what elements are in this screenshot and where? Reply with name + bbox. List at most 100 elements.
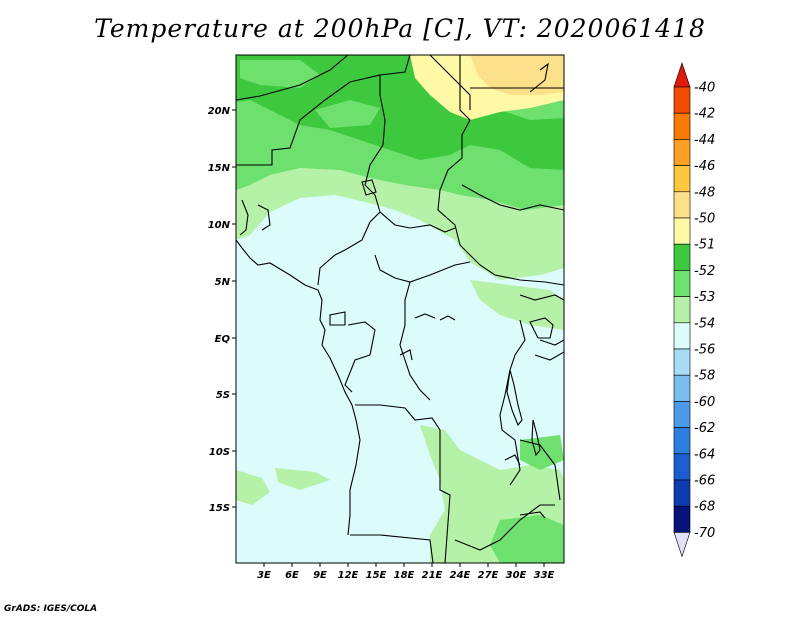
lake-malawi [531, 419, 541, 457]
river-5 [519, 511, 546, 519]
lake-tanganyika [506, 369, 523, 427]
field-light-green-east [470, 280, 564, 330]
border-23 [461, 184, 564, 211]
coastline-west-africa [236, 239, 361, 536]
river-2 [439, 315, 456, 321]
map-title: Temperature at 200hPa [C], VT: 202006141… [94, 14, 706, 43]
colorbar-bin [673, 479, 691, 507]
colorbar-level-label: -51 [694, 238, 715, 253]
colorbar-bin [673, 374, 691, 402]
border-15 [439, 430, 451, 563]
field-light-green-sw-1 [236, 470, 270, 505]
border-22 [519, 439, 561, 501]
colorbar-bin [673, 217, 691, 245]
border-1 [236, 74, 381, 166]
lon-label-30e: 30E [506, 570, 527, 581]
colorbar-level-label: -46 [694, 159, 715, 174]
border-20 [539, 339, 564, 346]
colorbar-level-label: -54 [694, 316, 715, 331]
latitude-axis: 20N 15N 10N 5N EQ 5S 10S 15S [208, 106, 236, 514]
colorbar-level-label: -44 [694, 133, 715, 148]
border-18 [499, 319, 526, 486]
border-13 [344, 321, 376, 393]
colorbar-bin [673, 86, 691, 114]
border-9 [317, 211, 381, 286]
colorbar-level-label: -60 [694, 395, 715, 410]
field-mid-green-blob-3 [255, 122, 285, 145]
border-11 [399, 281, 431, 401]
lon-label-3e: 3E [257, 570, 271, 581]
lat-label-5n: 5N [215, 277, 231, 288]
field-light-green-sw-2 [275, 468, 330, 490]
lon-label-9e: 9E [313, 570, 327, 581]
lat-label-10s: 10S [209, 447, 230, 458]
lon-label-24e: 24E [450, 570, 471, 581]
field-mid-green-blob-1 [240, 60, 320, 88]
colorbar-level-label: -53 [694, 290, 715, 305]
field-tan [470, 55, 564, 95]
border-21 [534, 351, 564, 361]
border-2 [379, 55, 411, 76]
colorbar-level-label: -42 [694, 107, 715, 122]
lat-label-20n: 20N [208, 106, 231, 117]
longitude-axis: 3E 6E 9E 12E 15E 18E 21E 24E 27E 30E 33E [257, 563, 555, 581]
border-16 [350, 534, 434, 563]
lon-label-12e: 12E [338, 570, 359, 581]
colorbar-bin [673, 532, 691, 558]
lat-label-15n: 15N [208, 163, 231, 174]
lake-victoria [529, 317, 554, 339]
river-6 [529, 62, 549, 93]
border-19 [519, 294, 564, 301]
grads-credit: GrADS: IGES/COLA [4, 604, 98, 614]
lat-label-eq: EQ [215, 334, 231, 345]
lat-label-15s: 15S [209, 503, 230, 514]
colorbar: -40 -42 -44 -46 -48 -50 -51 -52 -53 -54 -56 -58 -60 -… [673, 62, 715, 558]
border-12 [329, 311, 346, 326]
map-frame [235, 54, 565, 564]
colorbar-bin [673, 243, 691, 271]
lat-label-10n: 10N [208, 220, 231, 231]
colorbar-level-label: -66 [694, 474, 715, 489]
border-4 [236, 55, 349, 101]
colorbar-level-label: -68 [694, 500, 715, 515]
lon-label-33e: 33E [534, 570, 555, 581]
colorbar-level-label: -48 [694, 185, 715, 200]
colorbar-bin [673, 139, 691, 166]
temperature-field [236, 55, 564, 563]
river-4 [504, 454, 521, 466]
country-borders [236, 55, 564, 563]
lake-chad [361, 179, 377, 196]
lon-label-15e: 15E [366, 570, 387, 581]
colorbar-bin [673, 322, 691, 350]
border-6 [429, 55, 471, 110]
border-3 [364, 94, 386, 213]
field-mid-green-blob-2 [315, 100, 380, 128]
border-14 [355, 404, 441, 431]
colorbar-bin [673, 62, 691, 88]
field-mid-green-south-2 [490, 515, 564, 563]
colorbar-bin [673, 453, 691, 481]
river-8 [257, 204, 271, 231]
lon-label-21e: 21E [422, 570, 443, 581]
colorbar-bin [673, 191, 691, 219]
colorbar-bin [673, 505, 691, 533]
colorbar-level-label: -56 [694, 343, 715, 358]
river-1 [414, 313, 436, 319]
border-8 [379, 211, 456, 233]
colorbar-bin [673, 296, 691, 324]
lon-label-27e: 27E [478, 570, 499, 581]
border-5 [437, 55, 564, 286]
field-dark-green-north [236, 55, 564, 170]
colorbar-bin [673, 112, 691, 140]
colorbar-level-label: -64 [694, 447, 715, 462]
field-mid-green-south-1 [520, 435, 564, 470]
colorbar-bin [673, 427, 691, 455]
colorbar-bin [673, 401, 691, 428]
lon-label-18e: 18E [394, 570, 415, 581]
colorbar-bin [673, 348, 691, 376]
river-7 [239, 199, 249, 236]
colorbar-bin [673, 165, 691, 193]
colorbar-level-label: -58 [694, 369, 715, 384]
river-3 [399, 349, 413, 361]
